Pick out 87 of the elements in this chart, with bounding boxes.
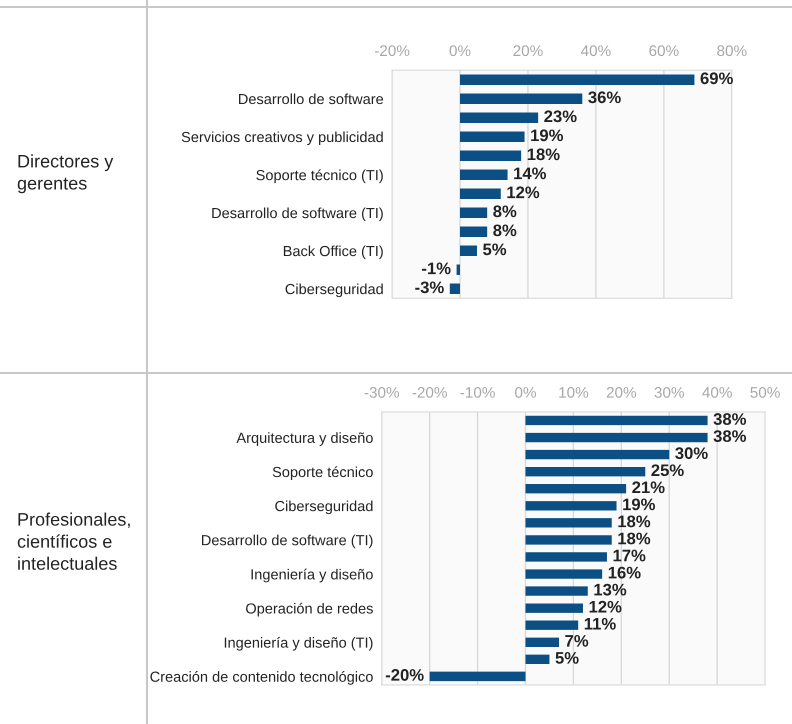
data-label: 69% (700, 72, 733, 84)
bar (525, 501, 617, 510)
x-tick-label: 20% (606, 387, 636, 398)
bar (460, 94, 582, 104)
bar (460, 150, 522, 161)
x-tick-label: -10% (460, 387, 495, 398)
bar (460, 246, 477, 256)
bar (525, 603, 583, 613)
y-tick-label: Arquitectura y diseño (236, 432, 373, 446)
x-tick-label: 60% (649, 45, 679, 56)
y-tick-label: Desarrollo de software (TI) (202, 534, 373, 548)
data-label: -3% (415, 281, 444, 294)
bar (460, 226, 488, 237)
x-tick-label: 0% (515, 387, 536, 398)
y-tick-label: Ciberseguridad (286, 284, 383, 298)
bar (525, 586, 588, 596)
data-label: 5% (556, 652, 579, 664)
data-label: 16% (608, 566, 641, 578)
data-label: 19% (623, 498, 656, 510)
bar (460, 74, 694, 85)
bar (525, 654, 550, 664)
data-label: 17% (614, 550, 646, 562)
bar (525, 620, 578, 630)
x-tick-label: 0% (450, 45, 470, 56)
x-tick-label: 40% (702, 387, 732, 398)
data-label: 25% (651, 464, 684, 476)
bar (525, 484, 626, 494)
bar (525, 518, 612, 528)
bar (460, 132, 525, 142)
data-label: 7% (565, 634, 588, 647)
x-tick-label: 80% (717, 45, 747, 56)
data-label: 14% (514, 167, 546, 180)
data-label: 12% (507, 186, 540, 198)
bar (430, 672, 526, 682)
y-tick-label: Soporte técnico (272, 466, 373, 480)
y-tick-label: Operación de redes (246, 602, 373, 617)
bar (525, 416, 708, 426)
data-label: 18% (528, 148, 560, 160)
y-tick-label: Creación de contenido tecnológico (150, 671, 373, 685)
bar (450, 284, 460, 294)
y-tick-label: Back Office (TI) (284, 245, 383, 260)
data-label: 23% (544, 110, 577, 122)
data-label: 12% (590, 600, 622, 613)
text: Directores y gerentes (18, 154, 114, 194)
data-label: 18% (618, 532, 650, 544)
bar (525, 552, 607, 562)
y-tick-label: Servicios creativos y publicidad (182, 131, 383, 146)
x-tick-label: 30% (654, 387, 684, 398)
bar (456, 264, 460, 276)
bar (460, 208, 488, 218)
data-label: 8% (493, 224, 516, 236)
data-label: 30% (675, 447, 708, 460)
x-tick-label: 20% (513, 45, 543, 56)
y-tick-label: Ingeniería y diseño (TI) (224, 636, 373, 651)
data-label: 18% (618, 516, 650, 528)
y-tick-label: Desarrollo de software (239, 93, 384, 104)
data-label: 38% (714, 413, 746, 425)
text: Profesionales, científicos e intelectuales (18, 512, 130, 570)
bar (460, 188, 501, 199)
data-label: 11% (584, 618, 616, 630)
data-label: -20% (386, 669, 424, 681)
x-tick-label: 40% (580, 45, 611, 56)
data-label: 8% (493, 205, 516, 218)
y-tick-label: Soporte técnico (TI) (256, 169, 383, 184)
data-label: 5% (483, 243, 506, 256)
x-tick-label: 10% (559, 387, 588, 398)
data-label: -1% (422, 262, 451, 274)
x-tick-label: -20% (374, 45, 410, 56)
y-tick-label: Desarrollo de software (TI) (212, 207, 383, 222)
bar (525, 535, 612, 545)
bar (460, 170, 508, 180)
bar (460, 112, 538, 123)
bar (525, 450, 670, 460)
x-tick-label: -30% (364, 387, 400, 398)
bar (525, 432, 708, 442)
x-tick-label: -20% (412, 387, 447, 398)
x-tick-label: 50% (750, 387, 780, 398)
data-label: 21% (632, 481, 665, 494)
data-label: 19% (531, 129, 564, 142)
bar (525, 569, 602, 579)
y-tick-label: Ingeniería y diseño (252, 568, 373, 582)
data-label: 36% (588, 91, 621, 104)
data-label: 13% (594, 584, 626, 596)
bar (525, 638, 560, 647)
bar (525, 466, 646, 476)
data-label: 38% (714, 430, 746, 442)
y-tick-label: Ciberseguridad (275, 500, 372, 514)
